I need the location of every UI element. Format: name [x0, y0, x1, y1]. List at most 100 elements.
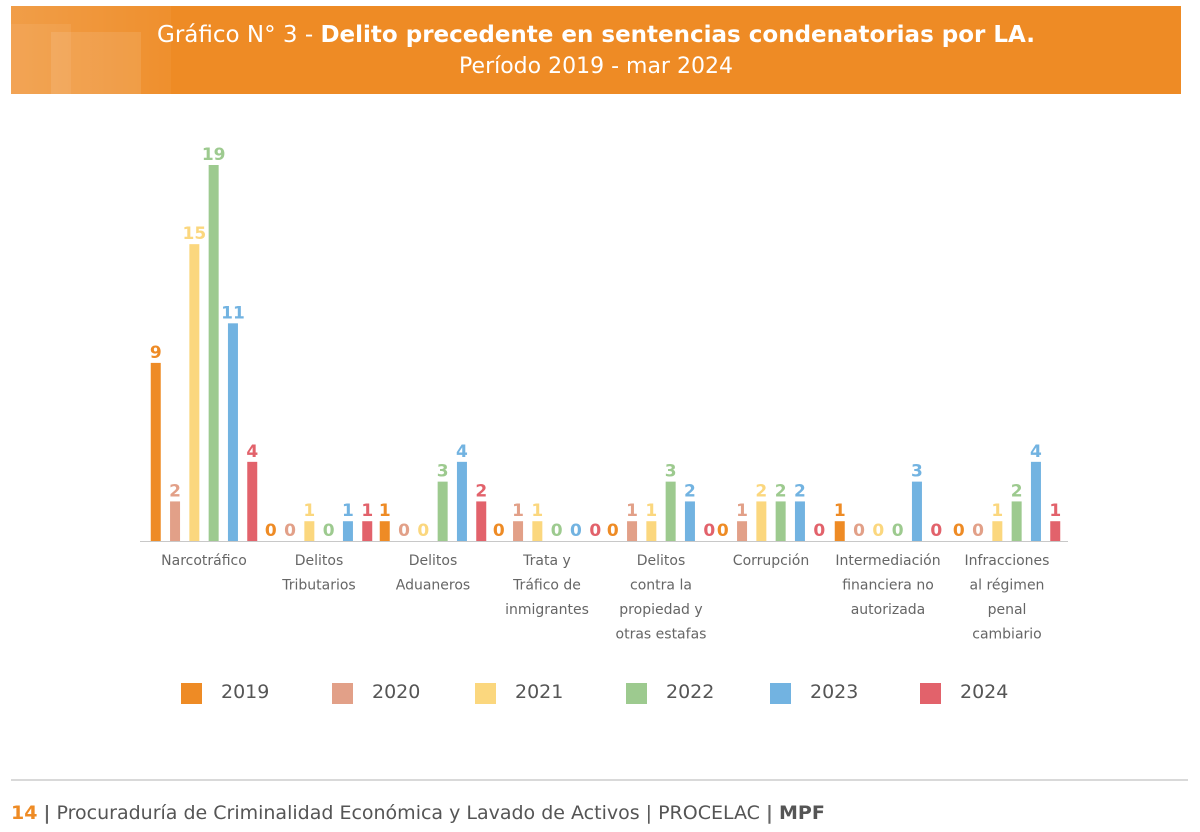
banner-decoration	[51, 32, 141, 94]
chart-subtitle: Período 2019 - mar 2024	[459, 54, 733, 79]
bar-2020	[737, 521, 748, 541]
legend-swatch	[920, 683, 941, 704]
data-label-2024: 0	[589, 521, 601, 541]
category-label: Corrupción	[733, 553, 809, 569]
data-label-2021: 1	[303, 501, 315, 521]
data-label-2024: 2	[475, 481, 487, 501]
legend-swatch	[626, 683, 647, 704]
footer-separator: |	[43, 802, 51, 824]
category-label: penal	[988, 602, 1027, 618]
category-label: cambiario	[972, 627, 1041, 643]
bar-2024	[476, 501, 487, 541]
footer-brand: MPF	[778, 802, 825, 824]
category-label: Trata y	[522, 553, 571, 569]
data-label-2024: 1	[1049, 501, 1061, 521]
data-label-2019: 1	[834, 501, 846, 521]
category-label: al régimen	[970, 578, 1045, 594]
bar-2023	[342, 521, 353, 541]
data-label-2022: 2	[1011, 481, 1023, 501]
data-label-2021: 15	[183, 224, 207, 244]
data-label-2024: 0	[703, 521, 715, 541]
category-label: Delitos	[295, 553, 344, 569]
data-label-2023: 4	[1030, 442, 1042, 462]
data-label-2023: 2	[794, 481, 806, 501]
data-label-2022: 3	[437, 462, 449, 482]
legend-swatch	[181, 683, 202, 704]
data-label-2023: 1	[342, 501, 354, 521]
data-label-2020: 1	[512, 501, 524, 521]
data-label-2020: 1	[626, 501, 638, 521]
data-label-2020: 1	[736, 501, 748, 521]
footer-text: Procuraduría de Criminalidad Económica y…	[56, 802, 760, 824]
data-label-2023: 4	[456, 442, 468, 462]
category-label: Aduaneros	[396, 578, 470, 594]
bar-2019	[150, 362, 161, 541]
bar-2022	[437, 481, 448, 541]
chart-title: Gráfico N° 3 - Delito precedente en sent…	[11, 22, 1181, 48]
data-label-2022: 0	[551, 521, 563, 541]
data-label-2020: 0	[398, 521, 410, 541]
data-label-2019: 0	[717, 521, 729, 541]
data-label-2021: 2	[755, 481, 767, 501]
footer-divider	[11, 779, 1188, 781]
category-label: Delitos	[409, 553, 458, 569]
banner-decoration	[11, 24, 71, 94]
category-label: Delitos	[637, 553, 686, 569]
category-label: contra la	[630, 578, 692, 594]
bar-2021	[304, 521, 315, 541]
category-label: Narcotráfico	[161, 553, 247, 569]
legend-label: 2019	[221, 681, 270, 703]
category-label: autorizada	[851, 602, 926, 618]
chart-title-prefix: Gráfico N° 3 -	[157, 22, 321, 48]
bar-2023	[456, 461, 467, 541]
data-label-2020: 0	[853, 521, 865, 541]
bar-2023	[911, 481, 922, 541]
data-label-2021: 1	[645, 501, 657, 521]
bar-2022	[775, 501, 786, 541]
data-label-2022: 0	[892, 521, 904, 541]
data-label-2021: 1	[531, 501, 543, 521]
legend-label: 2024	[960, 681, 1009, 703]
data-label-2022: 2	[775, 481, 787, 501]
legend-label: 2022	[666, 681, 715, 703]
legend-swatch	[475, 683, 496, 704]
chart-legend: 2019 2020 2021 2022 2023 2024	[0, 680, 1200, 708]
data-label-2019: 0	[265, 521, 277, 541]
data-label-2019: 9	[150, 343, 162, 363]
title-banner: Gráfico N° 3 - Delito precedente en sent…	[11, 6, 1181, 94]
category-label: inmigrantes	[505, 602, 589, 618]
data-label-2024: 0	[813, 521, 825, 541]
bar-2021	[189, 244, 200, 541]
category-label: otras estafas	[616, 627, 707, 643]
bar-2019	[834, 521, 845, 541]
data-label-2023: 11	[221, 303, 245, 323]
bar-2024	[1050, 521, 1061, 541]
category-label: Tributarios	[281, 578, 355, 594]
bar-2019	[379, 521, 390, 541]
legend-swatch	[332, 683, 353, 704]
data-label-2023: 2	[684, 481, 696, 501]
legend-label: 2020	[372, 681, 421, 703]
data-label-2020: 2	[169, 481, 181, 501]
data-label-2022: 0	[323, 521, 335, 541]
category-label: propiedad y	[619, 602, 702, 618]
legend-label: 2021	[515, 681, 564, 703]
page-number: 14	[11, 802, 38, 824]
bar-2022	[208, 165, 219, 541]
bar-2020	[513, 521, 524, 541]
bar-2021	[992, 521, 1003, 541]
bar-2022	[1011, 501, 1022, 541]
data-label-2021: 1	[991, 501, 1003, 521]
bar-2023	[684, 501, 695, 541]
data-label-2021: 0	[872, 521, 884, 541]
bar-2022	[665, 481, 676, 541]
bar-2023	[794, 501, 805, 541]
data-label-2024: 4	[246, 442, 258, 462]
data-label-2019: 0	[953, 521, 965, 541]
data-label-2024: 0	[930, 521, 942, 541]
bar-2020	[170, 501, 181, 541]
banner-decoration	[11, 6, 171, 94]
data-label-2022: 3	[665, 462, 677, 482]
legend-label: 2023	[810, 681, 859, 703]
